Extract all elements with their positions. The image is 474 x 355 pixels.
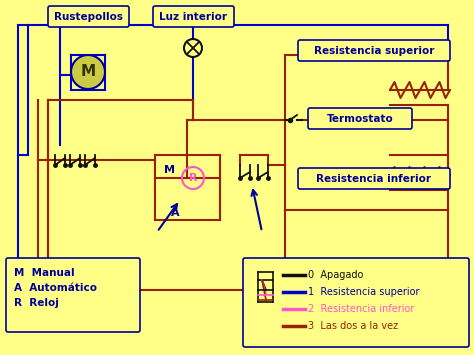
Text: M: M bbox=[81, 65, 96, 80]
Text: 0  Apagado: 0 Apagado bbox=[308, 270, 364, 280]
Text: Rustepollos: Rustepollos bbox=[54, 11, 123, 22]
Text: 3  Las dos a la vez: 3 Las dos a la vez bbox=[308, 321, 398, 331]
Text: R  Reloj: R Reloj bbox=[14, 298, 59, 308]
Circle shape bbox=[71, 55, 105, 89]
Text: M: M bbox=[164, 165, 175, 175]
Text: 1  Resistencia superior: 1 Resistencia superior bbox=[308, 287, 419, 297]
FancyBboxPatch shape bbox=[298, 168, 450, 189]
FancyBboxPatch shape bbox=[243, 258, 469, 347]
Text: 2  Resistencia inferior: 2 Resistencia inferior bbox=[308, 304, 414, 314]
FancyBboxPatch shape bbox=[6, 258, 140, 332]
FancyBboxPatch shape bbox=[48, 6, 129, 27]
FancyBboxPatch shape bbox=[153, 6, 234, 27]
Text: R: R bbox=[189, 173, 197, 183]
Text: M  Manual: M Manual bbox=[14, 268, 74, 278]
Text: A: A bbox=[171, 208, 179, 218]
Text: Luz interior: Luz interior bbox=[159, 11, 228, 22]
Text: Resistencia superior: Resistencia superior bbox=[314, 45, 434, 55]
FancyBboxPatch shape bbox=[298, 40, 450, 61]
Text: Termostato: Termostato bbox=[327, 114, 393, 124]
Text: Resistencia inferior: Resistencia inferior bbox=[317, 174, 431, 184]
Text: A  Automático: A Automático bbox=[14, 283, 97, 293]
FancyBboxPatch shape bbox=[308, 108, 412, 129]
